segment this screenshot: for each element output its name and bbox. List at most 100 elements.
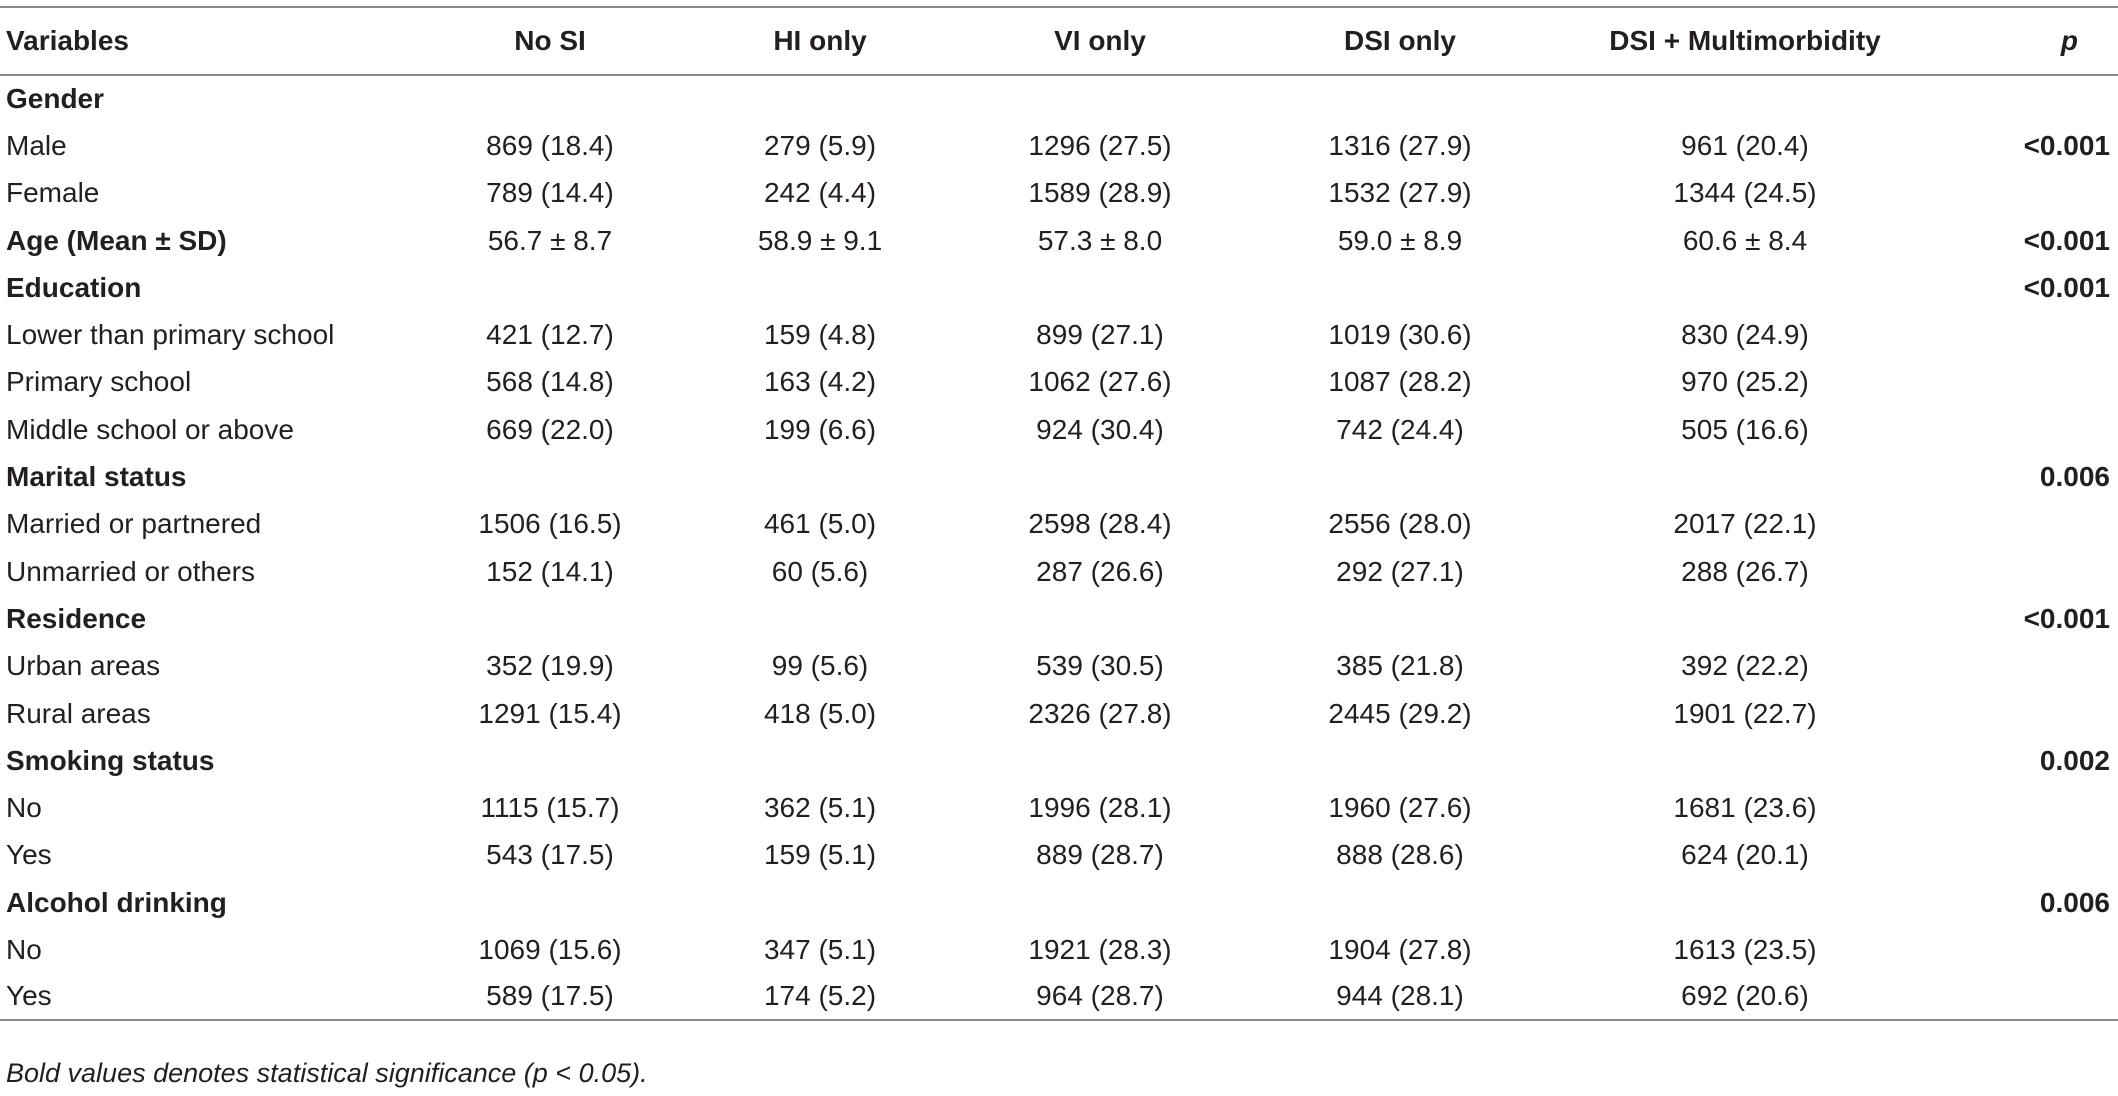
cell-hi-only (690, 75, 950, 122)
cell-hi-only: 174 (5.2) (690, 973, 950, 1021)
cell-vi-only: 57.3 ± 8.0 (1037, 224, 1163, 256)
table-row: Married or partnered 1506 (16.5) 461 (5.0)… (0, 501, 2118, 548)
cell-dsi-multimorbidity: 970 (25.2) (1681, 366, 1809, 398)
cell-no-si (410, 879, 690, 926)
cell-no-si: 589 (17.5) (410, 973, 690, 1021)
cell-dsi-multimorbidity: 961 (20.4) (1681, 129, 1809, 161)
cell-no-si (410, 264, 690, 311)
cell-dsi-only: 888 (28.6) (1336, 839, 1464, 871)
cell-no-si: 1069 (15.6) (478, 933, 622, 965)
cell-p-value (1940, 784, 2118, 831)
cell-dsi-only (1250, 879, 1550, 926)
table-row: Primary school 568 (14.8) 163 (4.2) 1062 (2… (0, 359, 2118, 406)
cell-vi-only: 2326 (27.8) (1028, 697, 1172, 729)
cell-vi-only: 1296 (27.5) (1028, 129, 1172, 161)
row-label: Primary school (6, 366, 192, 398)
row-label: Education (6, 271, 142, 303)
cell-dsi-only: 2445 (29.2) (1328, 697, 1472, 729)
cell-vi-only: 899 (27.1) (1036, 319, 1164, 351)
cell-vi-only: 2598 (28.4) (1028, 508, 1172, 540)
cell-dsi-multimorbidity: 692 (20.6) (1550, 973, 1940, 1021)
cell-no-si: 543 (17.5) (486, 839, 614, 871)
cell-dsi-multimorbidity: 1344 (24.5) (1673, 177, 1817, 209)
table-row: Female 789 (14.4) 242 (4.4) 1589 (28.9) 1532… (0, 170, 2118, 217)
header-hi-only: HI only (690, 6, 950, 76)
table-section-row: Alcohol drinking 0.006 (0, 879, 2118, 926)
table-row: Yes 589 (17.5) 174 (5.2) 964 (28.7) 944 (28.… (0, 973, 2118, 1021)
table-row: Yes 543 (17.5) 159 (5.1) 889 (28.7) 888 (28.… (0, 832, 2118, 879)
cell-no-si: 1115 (15.7) (480, 792, 620, 824)
header-dsi-only: DSI only (1250, 6, 1550, 76)
cell-dsi-only: 1316 (27.9) (1328, 129, 1472, 161)
cell-hi-only: 461 (5.0) (763, 508, 877, 540)
row-label: Age (Mean ± SD) (6, 224, 227, 256)
cell-dsi-only: 1904 (27.8) (1328, 933, 1472, 965)
row-label: No (6, 792, 42, 824)
table-row: Male 869 (18.4) 279 (5.9) 1296 (27.5) 1316 (… (0, 122, 2118, 169)
header-row: Variables No SI HI only VI only DSI only… (0, 6, 2118, 76)
row-label: Male (6, 129, 67, 161)
table-row: Unmarried or others 152 (14.1) 60 (5.6) 287… (0, 548, 2118, 595)
cell-hi-only (690, 737, 950, 784)
row-label: Unmarried or others (6, 555, 255, 587)
row-label: Urban areas (6, 650, 161, 682)
cell-no-si (410, 737, 690, 784)
cell-hi-only (690, 453, 950, 500)
cell-dsi-multimorbidity (1550, 737, 1940, 784)
cell-dsi-multimorbidity (1550, 595, 1940, 642)
header-no-si: No SI (410, 6, 690, 76)
cell-p-value: 0.006 (2039, 461, 2110, 493)
cell-dsi-multimorbidity: 392 (22.2) (1681, 650, 1809, 682)
row-label: Female (6, 177, 100, 209)
cell-dsi-multimorbidity: 2017 (22.1) (1673, 508, 1817, 540)
cell-dsi-multimorbidity (1550, 264, 1940, 311)
cell-hi-only: 163 (4.2) (763, 366, 877, 398)
cell-no-si: 1291 (15.4) (478, 697, 622, 729)
cell-hi-only (690, 879, 950, 926)
cell-dsi-multimorbidity (1550, 75, 1940, 122)
cell-dsi-only: 742 (24.4) (1336, 413, 1464, 445)
table-row: No 1069 (15.6) 347 (5.1) 1921 (28.3) 1904 (2… (0, 926, 2118, 973)
cell-dsi-only: 944 (28.1) (1250, 973, 1550, 1021)
row-label: Married or partnered (6, 508, 262, 540)
cell-dsi-multimorbidity: 1613 (23.5) (1673, 933, 1817, 965)
table-body: Gender Male 869 (18.4) 279 (5.9) 1296 (27.5)… (0, 75, 2118, 1021)
cell-p-value: <0.001 (2023, 602, 2110, 634)
cell-dsi-multimorbidity: 830 (24.9) (1681, 319, 1809, 351)
footnote: Bold values denotes statistical signific… (6, 1058, 648, 1088)
cell-dsi-only: 292 (27.1) (1336, 555, 1464, 587)
cell-vi-only: 1062 (27.6) (1028, 366, 1172, 398)
cell-p-value (1940, 832, 2118, 879)
cell-p-value: 0.006 (2039, 886, 2110, 918)
cell-no-si: 669 (22.0) (486, 413, 614, 445)
cell-dsi-multimorbidity: 505 (16.6) (1681, 413, 1809, 445)
cell-dsi-only (1250, 737, 1550, 784)
table-section-row: Smoking status 0.002 (0, 737, 2118, 784)
cell-hi-only: 60 (5.6) (771, 555, 869, 587)
cell-no-si: 421 (12.7) (486, 319, 614, 351)
row-label: Marital status (6, 461, 187, 493)
cell-no-si (410, 75, 690, 122)
cell-no-si: 568 (14.8) (486, 366, 614, 398)
row-label: Yes (6, 839, 52, 871)
row-label: Middle school or above (6, 413, 294, 445)
cell-dsi-only (1250, 453, 1550, 500)
cell-dsi-multimorbidity: 60.6 ± 8.4 (1682, 224, 1808, 256)
header-variables: Variables (0, 6, 410, 76)
cell-hi-only (690, 595, 950, 642)
header-vi-only: VI only (950, 6, 1250, 76)
table-section-row: Residence <0.001 (0, 595, 2118, 642)
row-label: Rural areas (6, 697, 151, 729)
cell-dsi-only: 1532 (27.9) (1328, 177, 1472, 209)
table-row: Lower than primary school 421 (12.7) 159 (… (0, 311, 2118, 358)
cell-hi-only: 242 (4.4) (763, 177, 877, 209)
cell-p-value (1940, 548, 2118, 595)
cell-p-value (1940, 75, 2118, 122)
table-row: Urban areas 352 (19.9) 99 (5.6) 539 (30.5) 3… (0, 643, 2118, 690)
row-label: Yes (0, 973, 410, 1021)
cell-dsi-only: 59.0 ± 8.9 (1337, 224, 1463, 256)
cell-p-value (1940, 643, 2118, 690)
cell-p-value (1940, 170, 2118, 217)
cell-no-si: 1506 (16.5) (478, 508, 622, 540)
cell-p-value (1940, 359, 2118, 406)
